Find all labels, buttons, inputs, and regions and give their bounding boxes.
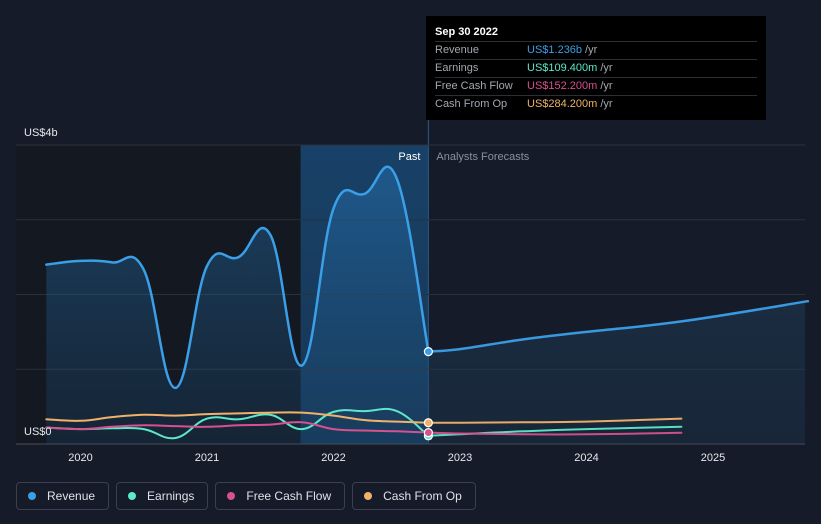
x-tick-label: 2023 [448,452,472,464]
tooltip-value: US$109.400m [527,62,598,74]
legend-item-free-cash-flow[interactable]: Free Cash Flow [215,482,346,510]
x-tick-label: 2020 [68,452,92,464]
past-label: Past [398,151,420,163]
free-cash-flow-marker [423,428,433,438]
y-tick-label: US$4b [24,127,58,139]
cash-from-op-forecast-line [427,417,683,424]
x-tick-label: 2025 [701,452,725,464]
x-tick-label: 2024 [574,452,598,464]
tooltip-label: Earnings [435,62,479,74]
legend-item-cash-from-op[interactable]: Cash From Op [352,482,476,510]
tooltip-row-earnings: Earnings US$109.400m /yr [435,59,757,77]
tooltip-unit: /yr [585,44,598,56]
tooltip-row-fcf: Free Cash Flow US$152.200m /yr [435,77,757,95]
legend-item-earnings[interactable]: Earnings [116,482,209,510]
tooltip-value: US$152.200m [527,80,598,92]
legend-label: Cash From Op [383,489,462,503]
tooltip-label: Cash From Op [435,98,508,110]
legend-dot-icon [28,492,36,500]
x-tick-label: 2021 [195,452,219,464]
tooltip-label: Free Cash Flow [435,80,513,92]
tooltip-unit: /yr [600,62,613,74]
legend-label: Free Cash Flow [246,489,332,503]
legend-label: Revenue [47,489,96,503]
tooltip-row-cfo: Cash From Op US$284.200m /yr [435,95,757,113]
revenue-past-area [46,166,429,444]
tooltip-unit: /yr [600,80,613,92]
tooltip-value: US$284.200m [527,98,598,110]
cash-from-op-past-line [45,411,430,424]
earnings-forecast-line [427,425,683,437]
legend: Revenue Earnings Free Cash Flow Cash Fro… [16,482,476,510]
legend-dot-icon [227,492,236,500]
legend-dot-icon [128,492,137,500]
legend-dot-icon [364,492,373,500]
cash-from-op-marker [423,418,433,428]
x-tick-label: 2022 [321,452,345,464]
tooltip-date: Sep 30 2022 [435,26,498,38]
free-cash-flow-past-line [45,421,430,434]
revenue-past-line [45,165,430,390]
free-cash-flow-forecast-line [427,431,683,436]
tooltip-row-revenue: Revenue US$1.236b /yr [435,41,757,59]
revenue-forecast-line [427,299,810,353]
tooltip-label: Revenue [435,44,480,56]
forecast-label: Analysts Forecasts [436,151,529,163]
tooltip-unit: /yr [600,98,613,110]
earnings-past-line [45,407,430,440]
y-tick-label: US$0 [24,426,52,438]
tooltip-value: US$1.236b [527,44,583,56]
tooltip: Sep 30 2022 Revenue US$1.236b /yr Earnin… [426,16,766,120]
revenue-forecast-area [428,301,808,444]
revenue-marker [423,347,433,357]
legend-item-revenue[interactable]: Revenue [16,482,110,510]
legend-label: Earnings [147,489,195,503]
